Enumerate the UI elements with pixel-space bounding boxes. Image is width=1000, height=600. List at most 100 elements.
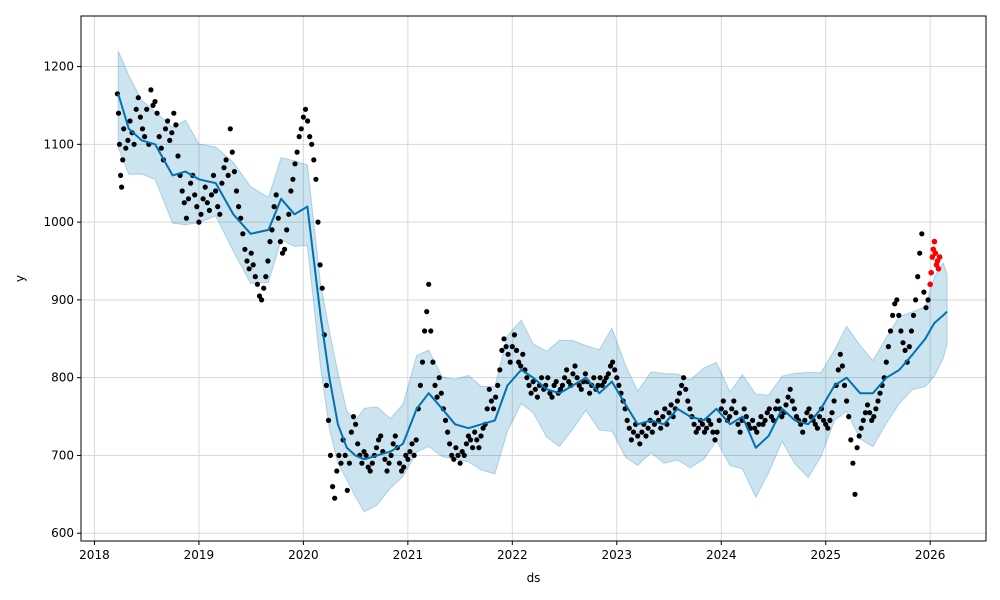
observed-point <box>286 211 292 217</box>
observed-point <box>841 382 848 388</box>
observed-point <box>547 390 553 396</box>
observed-point <box>900 340 906 346</box>
observed-point <box>685 398 691 404</box>
observed-point <box>775 398 781 404</box>
observed-point <box>873 406 879 412</box>
observed-point <box>681 375 687 381</box>
observed-point <box>175 153 181 159</box>
observed-point <box>566 379 572 385</box>
observed-point <box>806 406 812 412</box>
observed-point <box>411 452 417 458</box>
observed-point <box>225 172 231 178</box>
observed-point <box>854 445 860 451</box>
observed-point <box>699 421 706 427</box>
observed-point <box>376 437 382 443</box>
observed-point <box>814 425 821 431</box>
observed-point <box>185 196 192 202</box>
observed-point <box>474 437 480 443</box>
observed-point <box>666 410 672 416</box>
observed-point <box>137 114 143 120</box>
observed-point <box>455 452 461 458</box>
observed-point <box>860 417 866 423</box>
observed-point <box>695 425 701 431</box>
observed-point <box>804 410 810 416</box>
observed-point <box>526 382 532 388</box>
observed-point <box>367 468 373 474</box>
observed-point <box>883 359 889 365</box>
observed-point <box>413 437 419 443</box>
highlight-point <box>928 269 934 276</box>
observed-point <box>484 406 490 412</box>
observed-point <box>683 386 689 392</box>
observed-points <box>114 87 931 501</box>
observed-point <box>731 398 737 404</box>
observed-point <box>173 122 179 128</box>
observed-point <box>612 367 618 373</box>
forecast-line-path <box>117 93 948 461</box>
x-axis-ticks: 2018 2019 2020 2021 2022 2023 2024 2025 2026 <box>79 541 945 562</box>
observed-point <box>152 99 158 105</box>
observed-point <box>626 425 632 431</box>
observed-point <box>325 417 332 423</box>
observed-point <box>488 398 494 404</box>
y-tick-label: 700 <box>51 448 74 462</box>
observed-point <box>509 344 515 350</box>
observed-point <box>254 281 260 287</box>
observed-point <box>478 433 484 439</box>
uncertainty-band <box>117 50 948 513</box>
observed-point <box>319 285 325 291</box>
observed-point <box>490 406 497 412</box>
observed-point <box>802 417 808 423</box>
y-axis-label: y <box>13 275 27 282</box>
observed-point <box>800 429 806 435</box>
x-tick-label: 2026 <box>915 548 946 562</box>
observed-point <box>465 433 471 439</box>
observed-point <box>913 297 919 303</box>
observed-point <box>459 449 465 455</box>
observed-point <box>532 386 538 392</box>
observed-point <box>336 452 342 458</box>
observed-point <box>419 359 426 365</box>
observed-point <box>816 414 823 420</box>
observed-point <box>165 118 171 124</box>
observed-point <box>392 433 398 439</box>
observed-point <box>311 157 317 163</box>
observed-point <box>353 421 359 427</box>
observed-point <box>760 421 766 427</box>
observed-point <box>282 246 288 252</box>
observed-point <box>637 441 643 447</box>
observed-point <box>549 394 555 400</box>
observed-point <box>750 417 756 423</box>
observed-point <box>551 382 557 388</box>
observed-point <box>513 347 520 353</box>
observed-point <box>148 87 154 93</box>
observed-point <box>221 165 227 171</box>
observed-point <box>250 262 256 268</box>
observed-point <box>599 382 605 388</box>
observed-point <box>206 207 212 213</box>
observed-point <box>438 390 444 396</box>
observed-point <box>848 437 854 443</box>
observed-point <box>645 425 651 431</box>
observed-point <box>405 456 411 462</box>
observed-point <box>906 344 912 350</box>
observed-point <box>570 371 576 377</box>
observed-point <box>839 363 846 369</box>
observed-point <box>919 231 925 237</box>
observed-point <box>125 137 131 143</box>
observed-point <box>275 215 281 221</box>
observed-point <box>196 219 202 225</box>
observed-point <box>576 382 582 388</box>
observed-point <box>231 169 237 175</box>
observed-point <box>559 382 566 388</box>
observed-point <box>133 106 139 112</box>
observed-point <box>261 285 267 291</box>
observed-point <box>378 433 384 439</box>
observed-point <box>396 460 403 466</box>
observed-point <box>424 309 430 315</box>
observed-point <box>252 274 258 280</box>
observed-point <box>242 246 248 252</box>
observed-point <box>158 145 164 151</box>
observed-point <box>344 487 350 493</box>
observed-point <box>837 351 843 357</box>
